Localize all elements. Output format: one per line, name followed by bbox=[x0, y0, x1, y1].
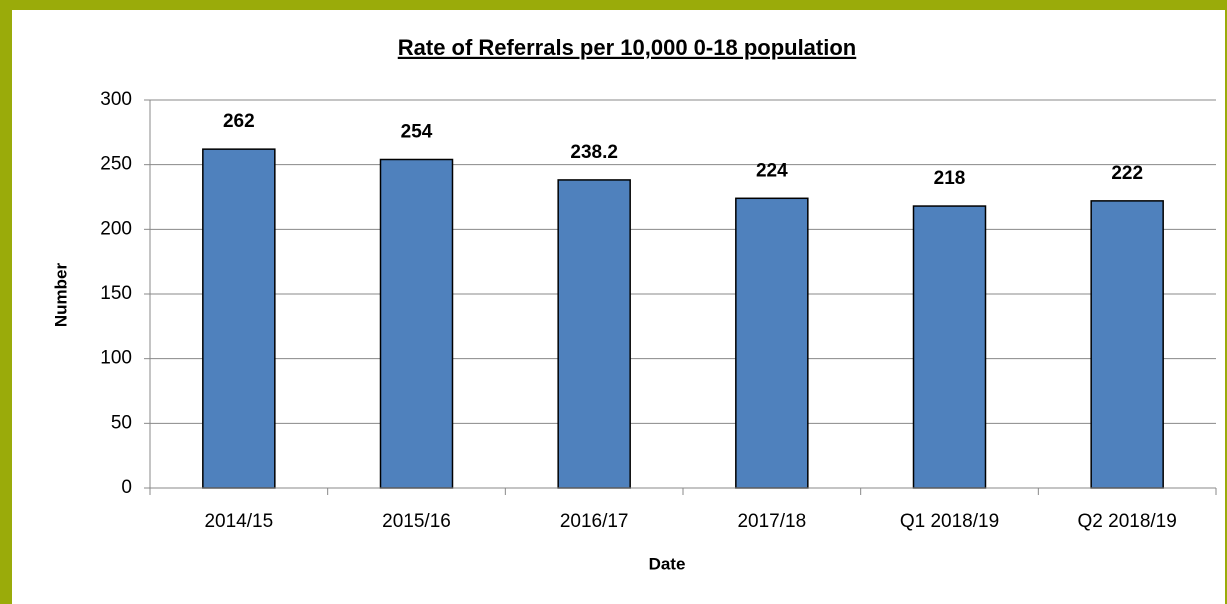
chart-title: Rate of Referrals per 10,000 0-18 popula… bbox=[398, 35, 857, 60]
y-tick-label: 0 bbox=[121, 477, 132, 498]
bar bbox=[202, 148, 276, 489]
y-tick-label: 50 bbox=[111, 412, 132, 433]
x-tick-label: 2015/16 bbox=[382, 511, 451, 532]
bar bbox=[735, 197, 809, 489]
bar bbox=[557, 179, 631, 489]
y-tick-label: 250 bbox=[100, 154, 132, 175]
value-label: 224 bbox=[756, 160, 788, 181]
y-tick-label: 100 bbox=[100, 348, 132, 369]
bar bbox=[1090, 200, 1164, 489]
x-tick-label: 2017/18 bbox=[737, 511, 806, 532]
bar bbox=[912, 205, 987, 489]
x-tick-label: 2014/15 bbox=[204, 511, 273, 532]
y-tick-label: 150 bbox=[100, 283, 132, 304]
x-axis-label: Date bbox=[649, 554, 686, 573]
bar bbox=[379, 158, 454, 489]
value-label: 218 bbox=[934, 168, 966, 189]
y-tick-label: 300 bbox=[100, 89, 132, 110]
value-label: 262 bbox=[223, 111, 255, 132]
value-label: 254 bbox=[401, 122, 433, 143]
value-label: 238.2 bbox=[570, 142, 618, 163]
y-tick-label: 200 bbox=[100, 218, 132, 239]
x-tick-label: Q1 2018/19 bbox=[900, 511, 999, 532]
y-axis-label: Number bbox=[51, 263, 70, 328]
value-label: 222 bbox=[1111, 163, 1143, 184]
x-tick-label: Q2 2018/19 bbox=[1078, 511, 1177, 532]
x-tick-label: 2016/17 bbox=[560, 511, 629, 532]
